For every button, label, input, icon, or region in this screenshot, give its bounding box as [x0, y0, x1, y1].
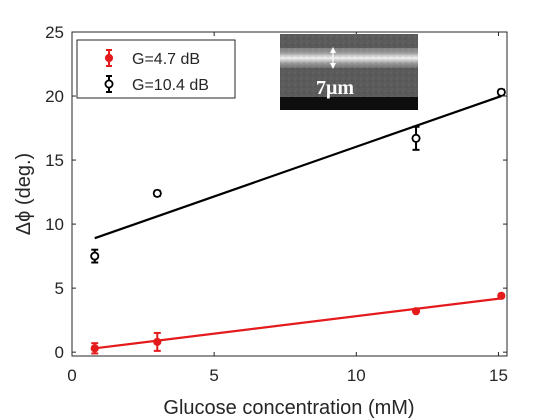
y-tick-label: 20	[45, 87, 64, 106]
legend-marker	[104, 79, 114, 89]
inset-noise	[280, 34, 418, 100]
inset-arrow-top	[330, 47, 336, 53]
inset-label: 7μm	[316, 77, 354, 99]
data-point	[153, 337, 162, 347]
inset-arrow-bottom	[330, 63, 336, 69]
data-point	[90, 344, 99, 353]
x-tick-label: 15	[489, 366, 508, 385]
x-tick-label: 0	[67, 366, 76, 385]
fit-line-series-2	[94, 94, 502, 240]
inset-scale-bar	[280, 97, 418, 110]
data-point	[497, 291, 506, 300]
fit-layer	[94, 94, 502, 350]
inset-image: 7μm	[280, 34, 418, 110]
x-axis-label: Glucose concentration (mM)	[163, 397, 414, 419]
points-layer	[90, 87, 506, 355]
legend-label: G=4.7 dB	[132, 51, 200, 68]
y-tick-label: 0	[55, 343, 64, 362]
y-tick-label: 10	[45, 215, 64, 234]
plot-frame	[71, 31, 508, 357]
y-tick-label: 25	[45, 23, 64, 42]
data-point	[411, 133, 421, 143]
data-point	[496, 87, 506, 97]
legend-box	[76, 39, 236, 99]
legend-marker	[104, 53, 114, 63]
data-point	[90, 251, 100, 261]
x-tick-label: 5	[209, 366, 218, 385]
data-point	[152, 188, 162, 198]
x-tick-label: 10	[347, 366, 366, 385]
fit-line-series-1	[94, 297, 502, 350]
y-tick-label: 5	[55, 279, 64, 298]
y-tick-label: 15	[45, 151, 64, 170]
y-axis-label: Δϕ (deg.)	[13, 153, 35, 235]
legend-items: G=4.7 dB G=10.4 dB	[104, 49, 209, 94]
data-point	[411, 307, 421, 316]
legend-label: G=10.4 dB	[132, 77, 209, 94]
legend: G=4.7 dB G=10.4 dB	[76, 39, 236, 99]
tick-layer: 0 5 10 15 0 5 10 15 20 25	[45, 23, 508, 385]
